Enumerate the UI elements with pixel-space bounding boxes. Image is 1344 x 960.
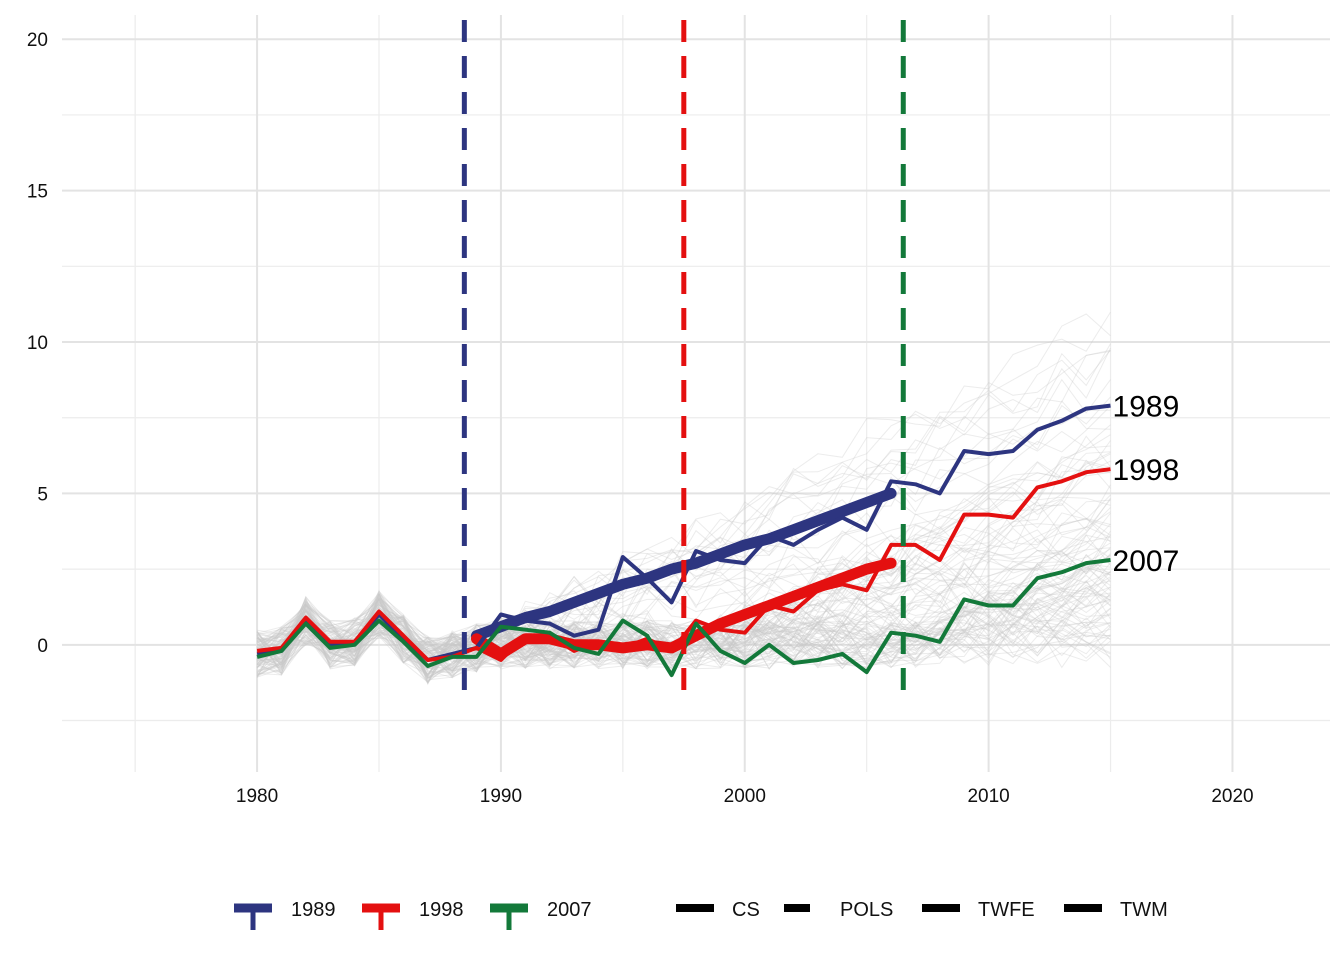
background-line [256, 550, 1111, 667]
legend-label-POLS: POLS [840, 899, 893, 921]
background-line [257, 564, 1111, 664]
background-line [256, 534, 1111, 675]
background-line [257, 424, 1111, 684]
legend-label-1989: 1989 [291, 899, 336, 921]
background-line [256, 498, 1111, 676]
grid-minor [62, 15, 1330, 772]
legend-label-TWFE: TWFE [978, 899, 1035, 921]
background-line [256, 523, 1111, 679]
y-tick-label: 15 [27, 182, 48, 203]
x-tick-label: 2000 [724, 786, 766, 807]
background-line [257, 620, 1111, 676]
background-line [256, 548, 1111, 678]
y-tick-label: 10 [27, 333, 48, 354]
background-line [256, 347, 1111, 678]
background-line [256, 378, 1111, 679]
background-line [257, 596, 1111, 668]
background-line [256, 499, 1111, 674]
background-line [256, 451, 1111, 669]
y-tick-label: 0 [37, 636, 48, 657]
end-label-1998: 1998 [1113, 454, 1180, 487]
background-line [256, 535, 1111, 670]
end-label-1989: 1989 [1113, 391, 1180, 424]
background-line [256, 596, 1111, 669]
background-line [257, 591, 1111, 676]
background-line [256, 471, 1111, 685]
background-line [256, 496, 1111, 678]
end-labels: 1989 1998 2007 [1113, 391, 1180, 578]
axis-ticks: 1980 1990 2000 2010 2020 0 5 10 15 20 [27, 30, 1254, 807]
background-line [256, 554, 1111, 672]
legend-label-2007: 2007 [547, 899, 592, 921]
end-label-2007: 2007 [1113, 545, 1180, 578]
x-tick-label: 2010 [967, 786, 1009, 807]
x-tick-label: 1990 [480, 786, 522, 807]
background-line [257, 614, 1111, 670]
treatment-vlines [461, 20, 906, 692]
x-tick-label: 1980 [236, 786, 278, 807]
background-line [256, 591, 1111, 673]
background-line [256, 616, 1111, 669]
legend-label-CS: CS [732, 899, 760, 921]
y-tick-label: 5 [37, 484, 48, 505]
background-line [256, 350, 1111, 679]
y-tick-label: 20 [27, 30, 48, 51]
legend-label-TWM: TWM [1120, 899, 1168, 921]
legend: 1989 1998 2007 CS POLS TWFE TWM [234, 899, 1168, 930]
grid-major [62, 15, 1330, 772]
background-line [256, 534, 1111, 666]
x-tick-label: 2020 [1211, 786, 1253, 807]
legend-label-1998: 1998 [419, 899, 464, 921]
